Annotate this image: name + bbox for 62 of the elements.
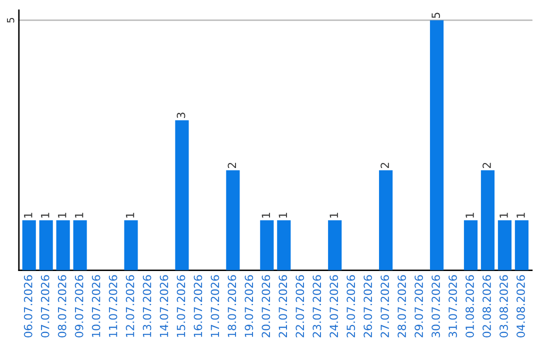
bar xyxy=(277,220,291,270)
bar xyxy=(175,120,189,270)
x-tick-label: 13.07.2026 xyxy=(142,275,152,337)
x-tick-label: 14.07.2026 xyxy=(160,275,168,337)
bar xyxy=(514,220,529,270)
x-tick-label: 11.07.2026 xyxy=(108,275,118,337)
data-label: 2 xyxy=(380,162,389,168)
x-tick-label: 08.07.2026 xyxy=(58,275,66,338)
bar xyxy=(22,220,36,270)
bar xyxy=(480,170,495,270)
bar xyxy=(498,220,512,270)
x-tick-label: 30.07.2026 xyxy=(432,275,440,338)
data-label: 1 xyxy=(516,212,525,218)
bar xyxy=(328,220,342,270)
x-tick-label: 03.08.2026 xyxy=(500,275,508,338)
bar xyxy=(379,170,393,270)
data-label: 2 xyxy=(228,162,236,168)
data-label: 1 xyxy=(466,212,474,218)
x-tick-label: 27.07.2026 xyxy=(380,275,390,338)
bar xyxy=(430,20,444,270)
x-tick-label: 23.07.2026 xyxy=(312,275,322,338)
data-label: 1 xyxy=(75,212,84,218)
x-tick-label: 06.07.2026 xyxy=(24,275,32,338)
x-tick-label: 18.07.2026 xyxy=(228,275,236,337)
x-tick-label: 25.07.2026 xyxy=(346,275,356,338)
data-label: 1 xyxy=(58,212,66,218)
x-tick-label: 28.07.2026 xyxy=(398,275,406,338)
x-tick-label: 24.07.2026 xyxy=(330,275,338,338)
x-tick-label: 10.07.2026 xyxy=(92,275,100,337)
data-label: 1 xyxy=(41,212,50,218)
bar xyxy=(39,220,53,270)
x-tick-label: 07.07.2026 xyxy=(40,275,50,338)
x-tick-label: 15.07.2026 xyxy=(176,275,186,337)
bar xyxy=(260,220,274,270)
data-label: 1 xyxy=(500,212,508,218)
bar xyxy=(464,220,478,270)
x-tick-label: 12.07.2026 xyxy=(126,275,134,337)
x-tick-label: 02.08.2026 xyxy=(482,275,491,338)
x-tick-label: 01.08.2026 xyxy=(466,275,474,338)
x-tick-label: 26.07.2026 xyxy=(364,275,372,338)
data-label: 1 xyxy=(126,212,134,218)
data-label: 1 xyxy=(330,212,338,218)
data-label: 1 xyxy=(24,212,32,218)
x-tick-label: 09.07.2026 xyxy=(74,275,84,338)
x-tick-label: 20.07.2026 xyxy=(262,275,270,338)
x-tick-label: 29.07.2026 xyxy=(414,275,424,338)
x-tick-label: 19.07.2026 xyxy=(244,275,254,337)
data-label: 1 xyxy=(278,212,287,218)
x-tick-label: 21.07.2026 xyxy=(278,275,288,338)
x-tick-label: 17.07.2026 xyxy=(210,275,220,337)
x-tick-label: 22.07.2026 xyxy=(296,275,304,338)
x-tick-label: 16.07.2026 xyxy=(194,275,202,337)
bar xyxy=(73,220,87,270)
data-label: 3 xyxy=(176,112,186,118)
x-tick-label: 04.08.2026 xyxy=(516,275,525,338)
bar xyxy=(56,220,70,270)
data-label: 2 xyxy=(482,162,491,168)
data-label: 5 xyxy=(432,12,440,18)
bar xyxy=(226,170,240,270)
bar xyxy=(124,220,138,270)
data-label: 1 xyxy=(262,212,270,218)
x-tick-label: 31.07.2026 xyxy=(448,275,457,338)
